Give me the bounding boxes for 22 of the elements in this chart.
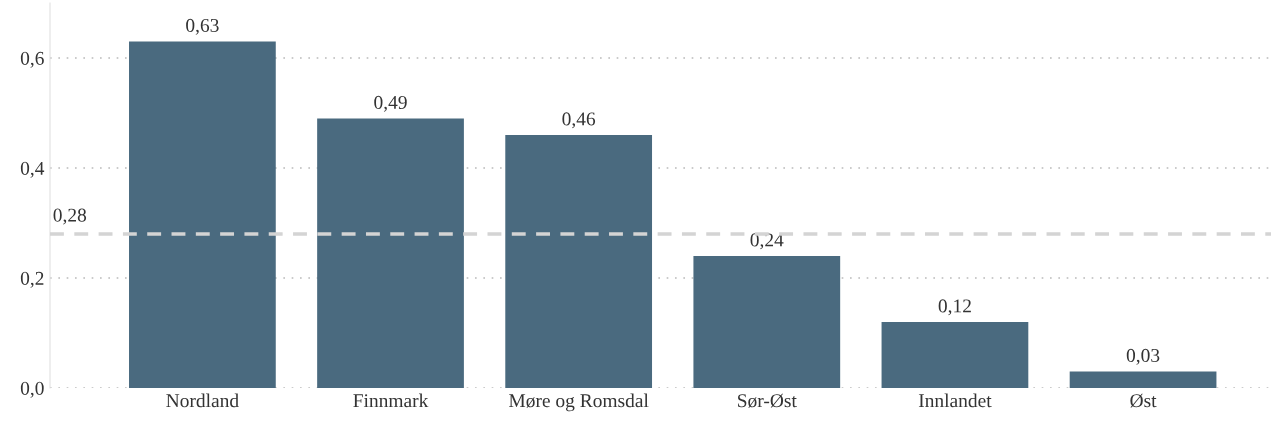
- data-label: 0,03: [1126, 348, 1160, 365]
- data-label: 0,49: [374, 95, 407, 112]
- data-label: 0,46: [562, 112, 596, 129]
- data-label: 0,63: [186, 18, 219, 35]
- ref-line-label: 0,28: [53, 208, 87, 225]
- bar: [693, 256, 841, 388]
- bar: [505, 135, 653, 388]
- x-tick-label: Nordland: [166, 393, 239, 408]
- bar: [317, 118, 464, 388]
- bar: [129, 41, 276, 388]
- x-tick-label: Øst: [1130, 393, 1157, 408]
- bar: [1069, 371, 1217, 388]
- y-tick-label: 0,4: [20, 161, 45, 178]
- bar: [881, 322, 1029, 388]
- x-tick-label: Sør-Øst: [738, 393, 797, 408]
- y-tick-label: 0,0: [20, 381, 44, 398]
- y-tick-label: 0,2: [20, 271, 44, 288]
- y-tick-label: 0,6: [20, 51, 44, 68]
- data-label: 0,12: [938, 299, 971, 316]
- x-tick-label: Finnmark: [353, 393, 429, 408]
- x-tick-label: Innlandet: [918, 393, 992, 408]
- x-tick-label: Møre og Romsdal: [509, 393, 649, 412]
